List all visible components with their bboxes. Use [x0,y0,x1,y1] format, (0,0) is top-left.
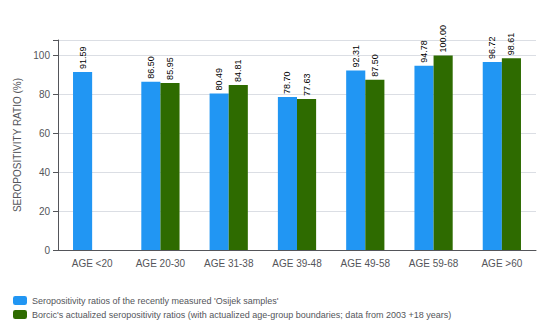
svg-text:Borcic's actualized seropositi: Borcic's actualized seropositivity ratio… [32,310,451,320]
svg-text:86.50: 86.50 [146,56,156,79]
svg-text:84.81: 84.81 [233,60,243,83]
svg-text:94.78: 94.78 [419,40,429,63]
svg-text:91.59: 91.59 [78,46,88,69]
svg-text:AGE 59-68: AGE 59-68 [409,258,459,269]
svg-text:AGE 39-48: AGE 39-48 [272,258,322,269]
svg-text:80.49: 80.49 [214,68,224,91]
svg-text:AGE <20: AGE <20 [72,258,113,269]
svg-text:78.70: 78.70 [282,71,292,94]
svg-text:100.00: 100.00 [438,25,448,53]
svg-text:Seropositivity ratios of the r: Seropositivity ratios of the recently me… [32,296,279,306]
svg-text:40: 40 [39,167,51,178]
svg-text:20: 20 [39,206,51,217]
svg-text:100: 100 [33,50,50,61]
svg-text:87.50: 87.50 [370,54,380,77]
svg-text:AGE 49-58: AGE 49-58 [341,258,391,269]
svg-text:96.72: 96.72 [487,36,497,59]
svg-text:98.61: 98.61 [506,33,516,56]
svg-text:85.95: 85.95 [165,57,175,80]
svg-text:0: 0 [44,245,50,256]
svg-text:AGE 31-38: AGE 31-38 [204,258,254,269]
svg-text:77.63: 77.63 [302,74,312,97]
svg-text:60: 60 [39,128,51,139]
svg-text:AGE 20-30: AGE 20-30 [136,258,186,269]
svg-text:80: 80 [39,89,51,100]
svg-text:SEROPOSITIVITY RATIO (%): SEROPOSITIVITY RATIO (%) [12,78,23,212]
svg-text:92.31: 92.31 [351,45,361,68]
svg-text:AGE >60: AGE >60 [481,258,522,269]
